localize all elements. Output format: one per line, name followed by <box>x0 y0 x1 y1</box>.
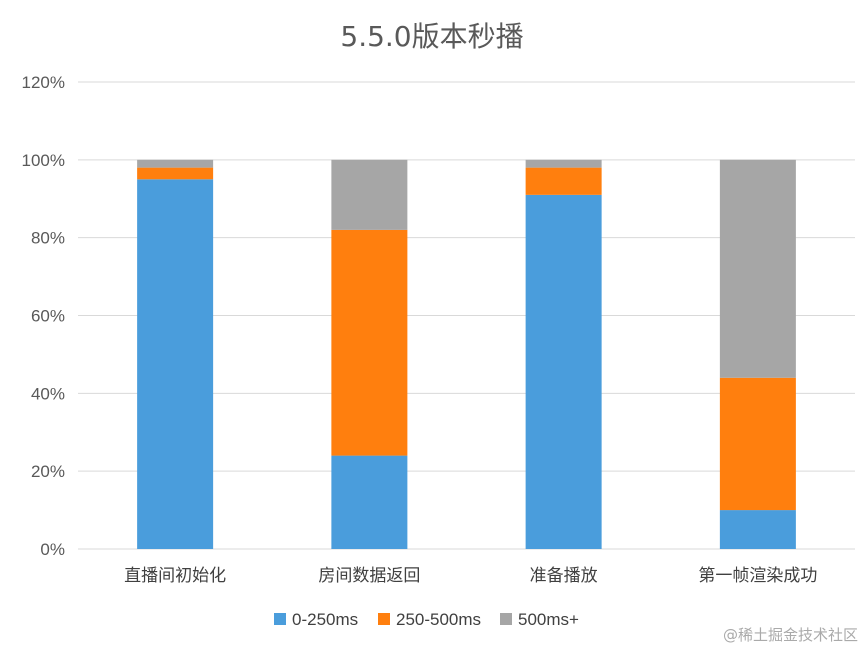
legend-swatch <box>500 613 512 625</box>
legend-swatch <box>378 613 390 625</box>
y-axis-ticks: 0% 20% 40% 60% 80% 100% 120% <box>22 73 65 559</box>
chart-title: 5.5.0版本秒播 <box>340 20 523 53</box>
bar-segment <box>137 159 214 168</box>
y-tick-label: 20% <box>31 462 65 481</box>
bar-segment <box>137 179 214 549</box>
x-category-label: 第一帧渲染成功 <box>698 566 817 586</box>
bar-segment <box>719 159 796 378</box>
x-axis-categories: 直播间初始化 房间数据返回 准备播放 第一帧渲染成功 <box>124 566 817 586</box>
y-tick-label: 80% <box>31 229 65 248</box>
legend: 0-250ms 250-500ms 500ms+ <box>274 610 579 629</box>
bar-segment <box>525 159 602 168</box>
legend-label: 250-500ms <box>396 610 481 629</box>
bar-segment <box>331 229 408 456</box>
legend-swatch <box>274 613 286 625</box>
watermark: @稀土掘金技术社区 <box>723 626 858 644</box>
bar-segment <box>331 159 408 230</box>
bar-segment <box>719 377 796 511</box>
legend-label: 0-250ms <box>292 610 358 629</box>
legend-label: 500ms+ <box>518 610 579 629</box>
bar-segment <box>137 167 214 180</box>
y-tick-label: 100% <box>22 151 65 170</box>
y-tick-label: 60% <box>31 307 65 326</box>
x-category-label: 房间数据返回 <box>318 566 420 586</box>
bar-segment <box>525 194 602 549</box>
bars <box>137 159 796 549</box>
y-tick-label: 0% <box>40 540 65 559</box>
bar-segment <box>331 455 408 549</box>
bar-segment <box>719 510 796 549</box>
x-category-label: 直播间初始化 <box>124 566 226 586</box>
y-tick-label: 40% <box>31 384 65 403</box>
bar-segment <box>525 167 602 195</box>
x-category-label: 准备播放 <box>530 566 598 586</box>
y-tick-label: 120% <box>22 73 65 92</box>
